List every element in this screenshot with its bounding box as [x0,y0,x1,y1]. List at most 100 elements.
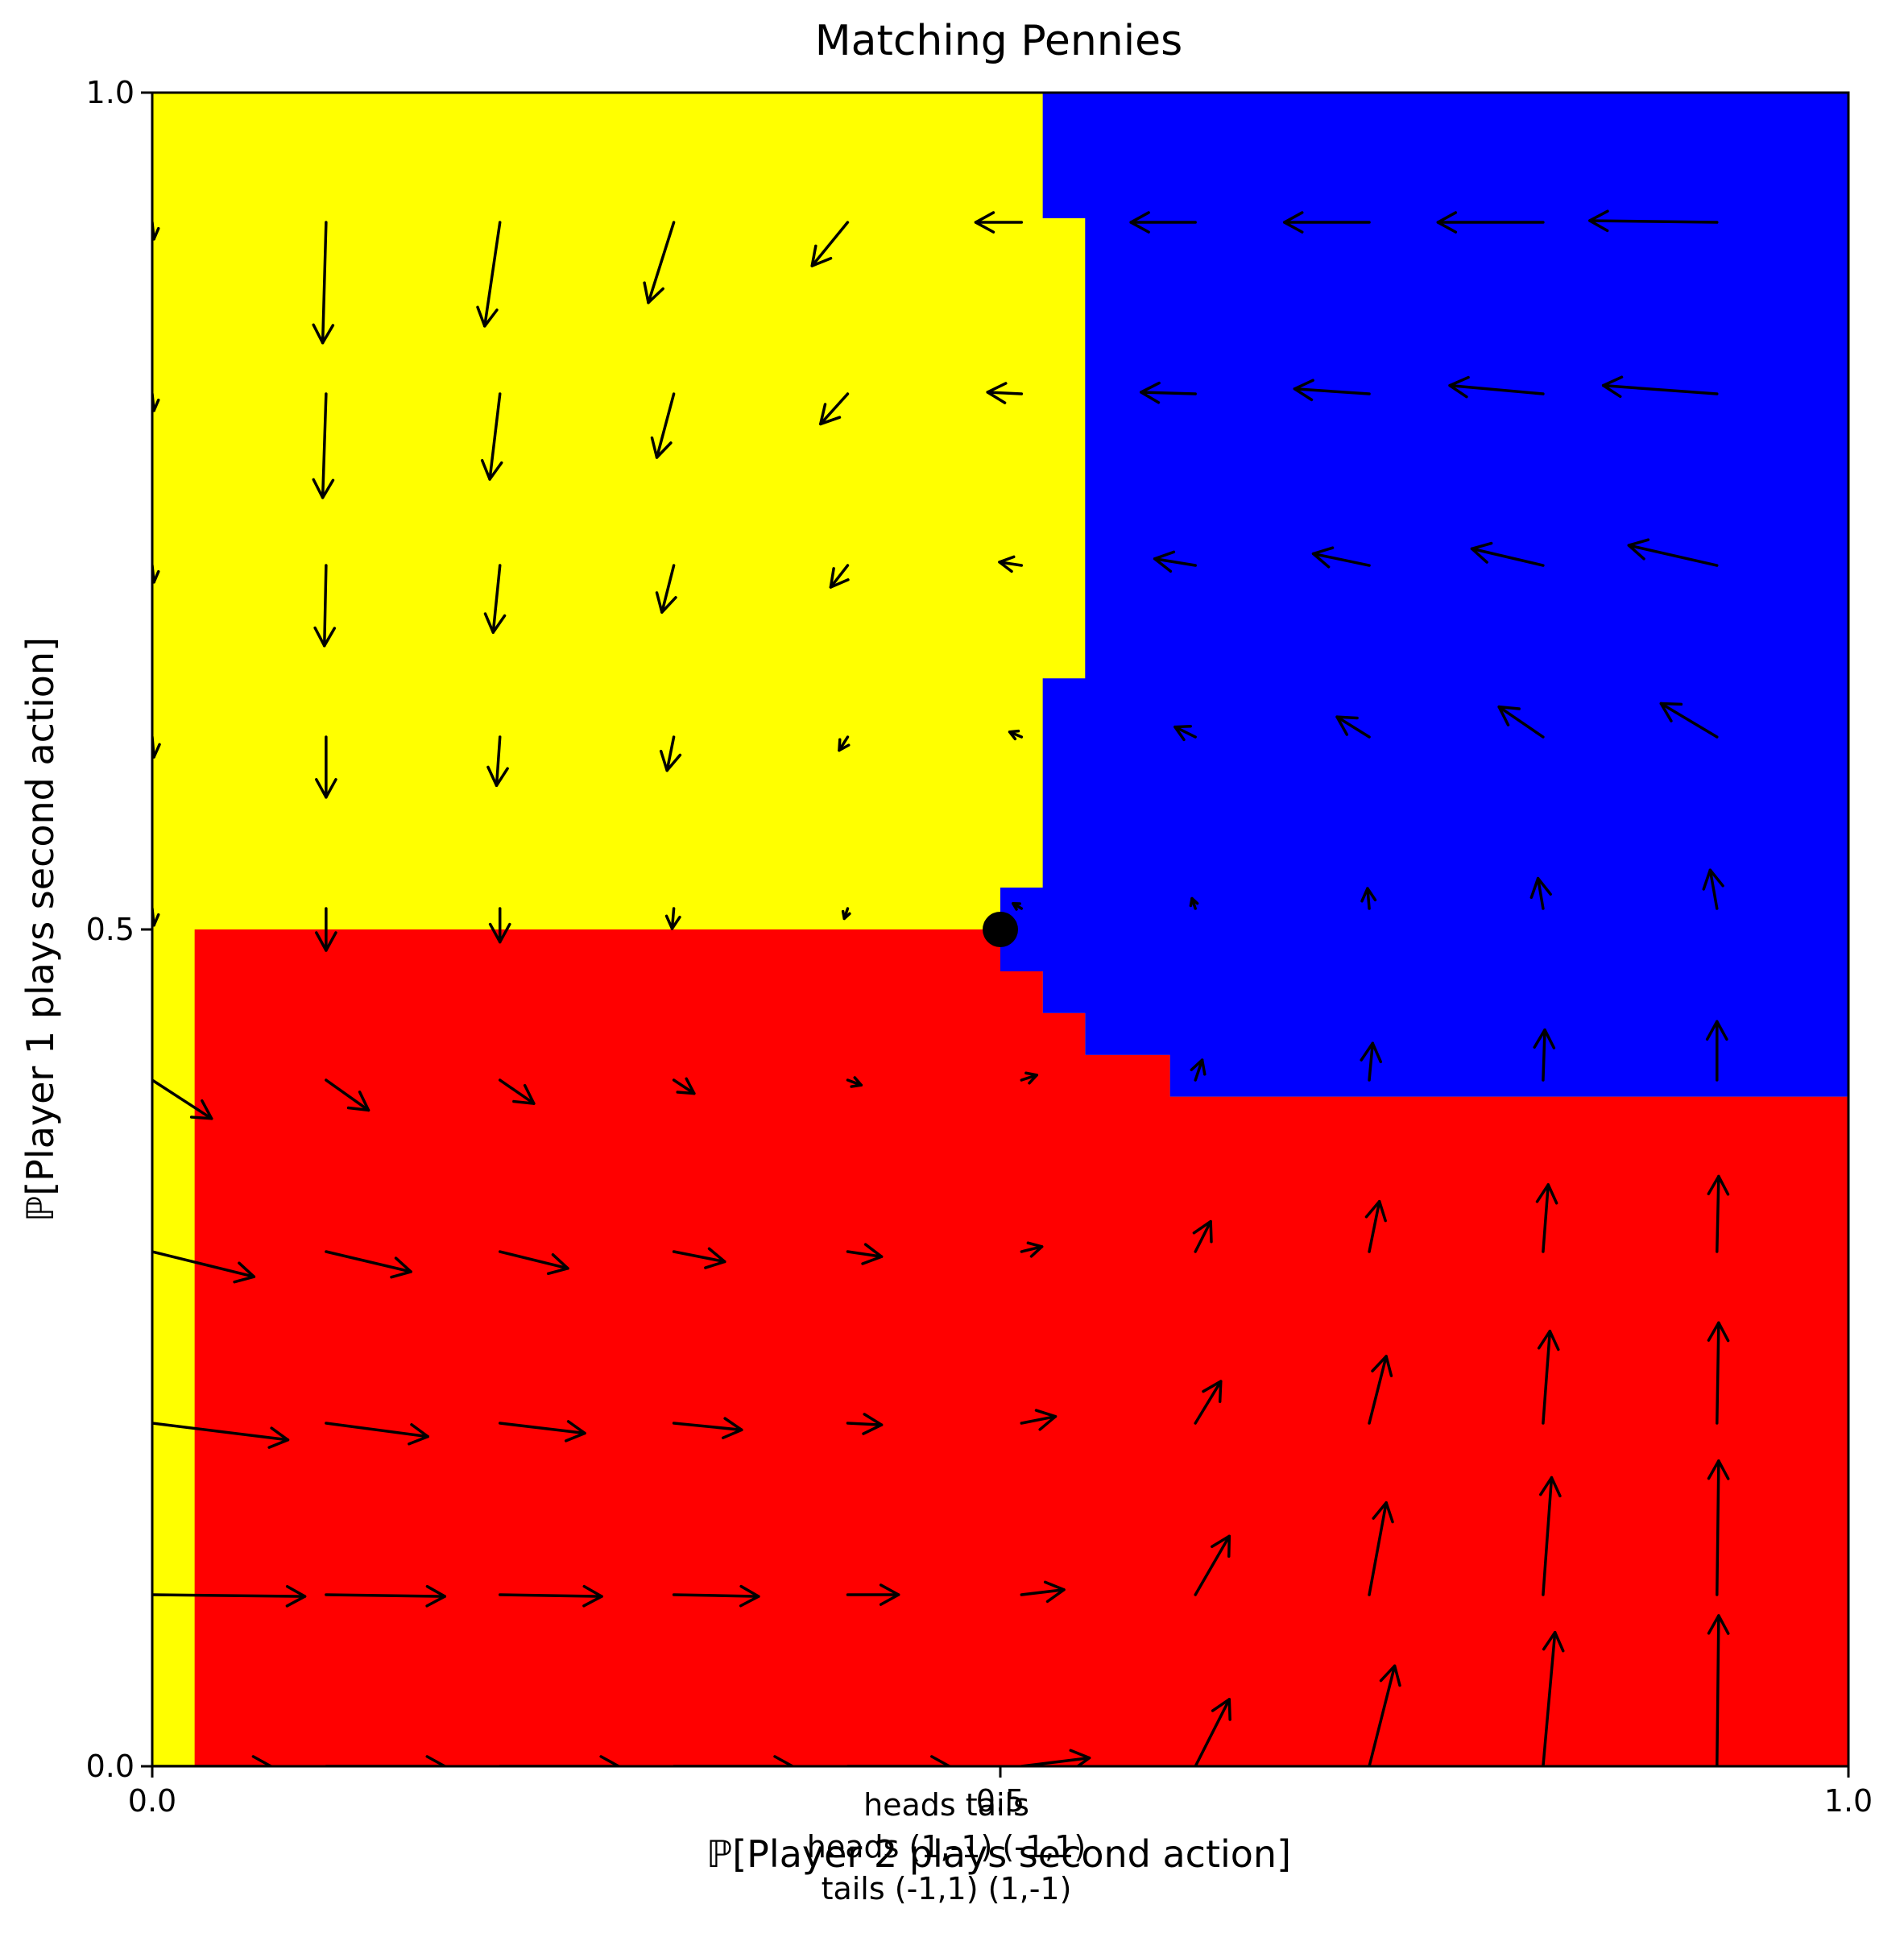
quiver-field [152,209,1730,1766]
quiver-arrow [1702,868,1724,910]
quiver-arrow [1537,1329,1560,1425]
quiver-arrow [1364,1199,1387,1253]
quiver-arrow [650,392,676,459]
quiver-arrow [672,1755,794,1766]
quiver-arrow [1283,211,1371,234]
x-tick-label: 1.0 [1824,1783,1873,1819]
quiver-arrow [672,1247,726,1269]
quiver-arrow [325,1755,447,1766]
quiver-arrow [1368,1500,1394,1596]
y-axis: 0.0 0.5 1.0 [86,75,152,1784]
quiver-arrow [1335,715,1371,739]
quiver-arrow [659,735,682,772]
quiver-arrow [1588,209,1719,233]
y-tick-label: 1.0 [86,75,135,110]
quiver-arrow [498,1584,603,1608]
equilibrium-layer [983,912,1018,947]
quiver-arrow [476,221,502,328]
quiver-arrow [1539,1476,1562,1596]
quiver-arrow [846,1755,951,1766]
x-tick-label: 0.5 [976,1783,1024,1819]
quiver-arrow [1140,381,1197,404]
payoff-row: tails (-1,1) (1,-1) [822,1871,1072,1906]
quiver-arrow [1020,1241,1044,1258]
quiver-arrow [846,1583,900,1606]
quiver-arrow [1707,1174,1730,1253]
quiver-arrow [1436,211,1545,234]
quiver-arrow [1311,546,1371,569]
quiver-arrow [655,564,677,614]
quiver-arrow [1020,1580,1066,1604]
quiver-arrow [1659,702,1719,739]
quiver-arrow [1190,1058,1207,1082]
quiver-arrow [1192,1219,1213,1253]
quiver-arrow [846,1243,884,1265]
quiver-arrow [498,1250,569,1276]
quiver-arrow [1173,724,1197,742]
payoff-table: heads tails heads (1,-1) (-1,1) tails (-1,… [807,1787,1086,1906]
quiver-arrow [498,1420,586,1443]
quiver-arrow [846,1413,884,1435]
equilibrium-point [983,912,1018,947]
quiver-arrow [152,1250,256,1284]
x-axis: 0.0 0.5 1.0 [128,1766,1873,1819]
x-tick-label: 0.0 [128,1783,176,1819]
quiver-arrow [1529,876,1552,910]
quiver-arrow [672,1417,743,1439]
quiver-arrow [1705,1020,1728,1082]
quiver-arrow [483,564,507,634]
quiver-arrow [315,735,337,799]
quiver-arrow [1497,705,1545,739]
quiver-arrow [643,221,676,304]
quiver-arrow [1020,1071,1039,1085]
quiver-arrow [1153,550,1197,573]
quiver-arrow [1448,375,1545,399]
quiver-arrow [313,564,337,648]
quiver-arrow [1535,1183,1558,1253]
quiver-arrow [841,907,851,921]
quiver-arrow [1707,1459,1730,1596]
quiver-arrow [486,735,509,788]
payoff-header-row: heads tails [863,1787,1029,1823]
quiver-arrow [986,382,1024,404]
quiver-arrow [1189,896,1199,910]
quiver-arrow [312,221,335,345]
quiver-arrow [1360,887,1377,910]
quiver-arrow [672,1584,760,1608]
quiver-arrow [315,907,337,952]
quiver-arrow [838,735,851,752]
quiver-arrow [1368,1664,1401,1766]
quiver-arrow [498,1078,536,1105]
quiver-arrow [312,392,335,499]
quiver-arrow [325,1422,429,1446]
quiver-arrow [152,1755,273,1766]
quiver-arrow [974,211,1024,234]
quiver-arrow [672,1077,696,1095]
region-blue [1000,93,1848,1097]
payoff-row: heads (1,-1) (-1,1) [807,1829,1086,1865]
x-axis-label: ℙ[Player 2 plays second action] [706,1832,1291,1876]
quiver-arrow [810,221,850,267]
quiver-arrow [1020,1409,1058,1431]
quiver-arrow [829,564,850,589]
quiver-arrow [480,392,503,481]
quiver-arrow [1707,1321,1730,1425]
y-axis-label: ℙ[Player 1 plays second action] [19,637,62,1222]
quiver-arrow [1470,541,1545,567]
region-red [194,929,1848,1766]
quiver-arrow [498,1755,620,1766]
quiver-arrow [1129,211,1197,234]
quiver-arrow [152,1422,290,1449]
quiver-arrow [819,392,850,426]
chart-title: Matching Pennies [815,17,1183,65]
quiver-arrow [1194,1698,1231,1766]
y-tick-label: 0.5 [86,912,135,947]
quiver-arrow [488,907,511,944]
quiver-arrow [1542,1631,1565,1766]
quiver-arrow [1360,1041,1383,1082]
quiver-arrow [325,1250,412,1279]
quiver-arrow [152,1078,213,1120]
y-tick-label: 0.0 [86,1749,135,1784]
quiver-arrow [1008,729,1024,741]
